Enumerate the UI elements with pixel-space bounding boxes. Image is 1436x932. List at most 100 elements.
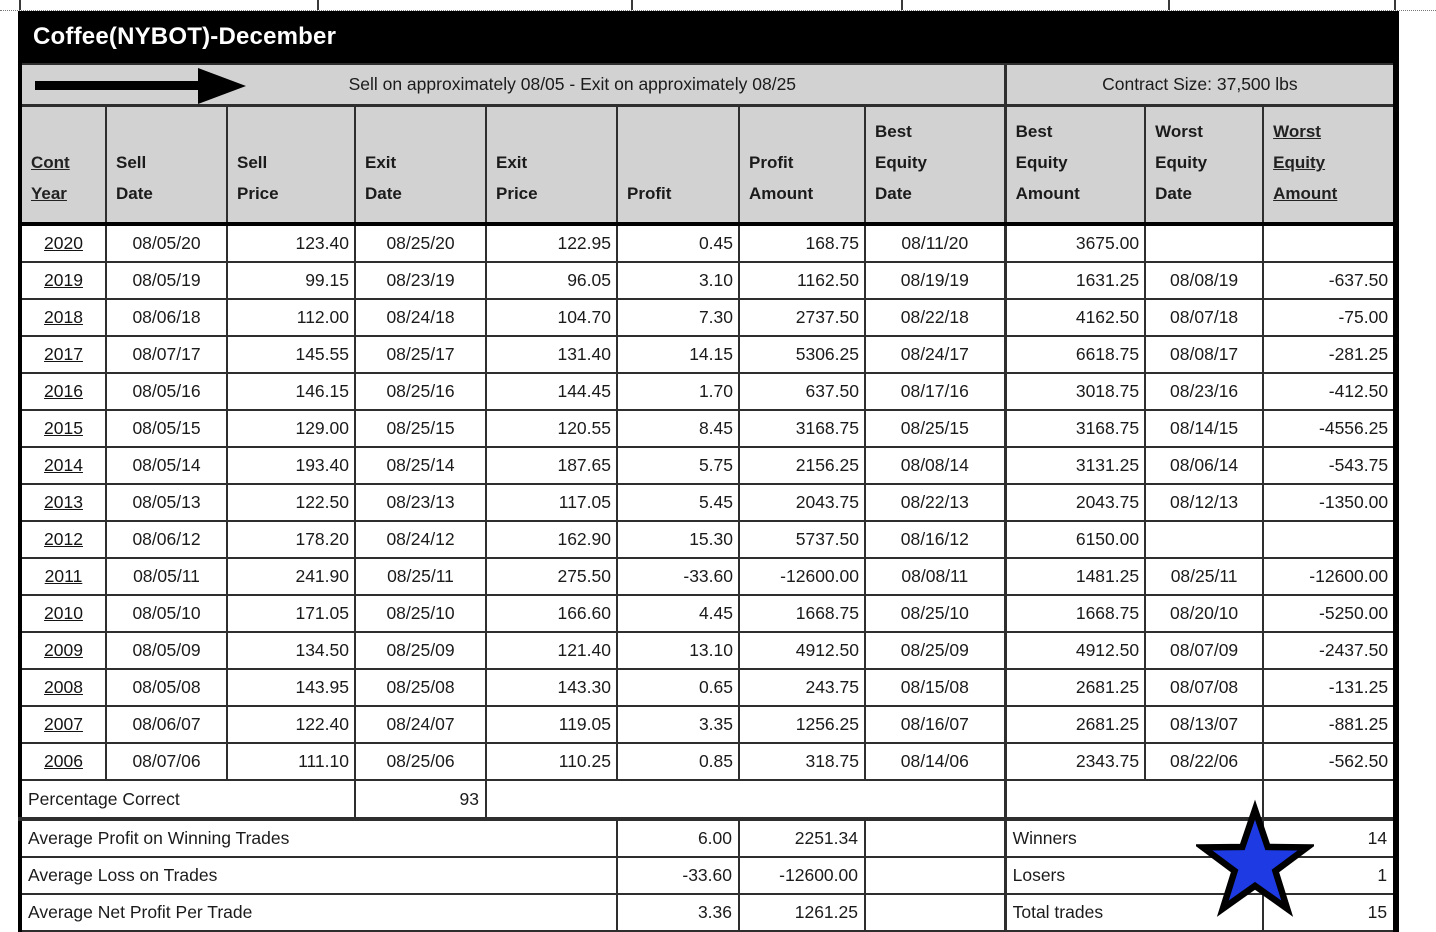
sort-link-cont-year[interactable]: Cont Year [31, 153, 70, 203]
cell: 99.15 [226, 261, 356, 300]
year-link[interactable]: 2013 [44, 492, 83, 512]
cell: 08/14/06 [863, 742, 1007, 781]
cell [1144, 223, 1265, 263]
cell: 08/07/17 [105, 335, 228, 374]
cell: 2737.50 [738, 298, 866, 337]
cell: 08/22/13 [863, 483, 1007, 522]
cell-border [1394, 0, 1396, 10]
percentage-correct-row: Percentage Correct 93 [19, 779, 1398, 821]
cell: 6618.75 [1003, 335, 1147, 374]
empty-cell [863, 856, 1007, 895]
empty-cell [863, 893, 1007, 932]
cell: 0.45 [616, 223, 740, 263]
col-header-worst-equity-date: Worst Equity Date [1144, 104, 1265, 226]
cell: 104.70 [485, 298, 618, 337]
year-link[interactable]: 2018 [44, 307, 83, 327]
cell: 08/25/16 [354, 372, 487, 411]
year-link[interactable]: 2017 [44, 344, 83, 364]
cell: 08/23/16 [1144, 372, 1265, 411]
cell: 3018.75 [1003, 372, 1147, 411]
year-link[interactable]: 2007 [44, 714, 83, 734]
cell: 1668.75 [1003, 594, 1147, 633]
cell: -2437.50 [1262, 631, 1398, 670]
year-link[interactable]: 2020 [44, 233, 83, 253]
sort-link-worst-equity-amount[interactable]: Worst Equity Amount [1273, 122, 1338, 203]
empty-cell [863, 818, 1007, 858]
cell: 08/12/13 [1144, 483, 1265, 522]
cell: 4162.50 [1003, 298, 1147, 337]
cell: 08/24/12 [354, 520, 487, 559]
table-row: 2019 08/05/19 99.15 08/23/19 96.05 3.10 1162.5… [19, 261, 1398, 300]
cell: 143.95 [226, 668, 356, 707]
cell: -33.60 [616, 557, 740, 596]
cell: 1256.25 [738, 705, 866, 744]
cell: 08/05/08 [105, 668, 228, 707]
empty-cell [484, 779, 1007, 821]
cell: 3131.25 [1003, 446, 1147, 485]
year-link[interactable]: 2009 [44, 640, 83, 660]
right-arrow-icon [35, 68, 246, 102]
col-header-exit-date: Exit Date [354, 104, 487, 226]
cell: 166.60 [485, 594, 618, 633]
year-cell: 2012 [19, 520, 107, 559]
table-row: 2010 08/05/10 171.05 08/25/10 166.60 4.45 1668… [19, 594, 1398, 633]
cell: 08/05/19 [105, 261, 228, 300]
cell-border [19, 0, 21, 10]
year-cell: 2013 [19, 483, 107, 522]
col-header-best-equity-date: Best Equity Date [863, 104, 1007, 226]
cell: 3168.75 [738, 409, 866, 448]
cell: 8.45 [616, 409, 740, 448]
year-link[interactable]: 2011 [44, 566, 83, 586]
year-link[interactable]: 2012 [44, 529, 83, 549]
year-link[interactable]: 2008 [44, 677, 83, 697]
cell: 134.50 [226, 631, 356, 670]
year-link[interactable]: 2014 [44, 455, 83, 475]
cell: 08/05/11 [105, 557, 228, 596]
cell: 08/06/14 [1144, 446, 1265, 485]
cell-border [631, 0, 633, 10]
trades-table: Sell on approximately 08/05 - Exit on ap… [18, 63, 1400, 932]
percentage-correct-label: Percentage Correct [19, 779, 356, 821]
year-cell: 2011 [19, 557, 107, 596]
cell: 08/25/11 [354, 557, 487, 596]
cell: -1350.00 [1262, 483, 1398, 522]
cell: 318.75 [738, 742, 866, 781]
cell [1144, 520, 1265, 559]
cell: 08/17/16 [863, 372, 1007, 411]
col-header-worst-equity-amount: Worst Equity Amount [1262, 104, 1398, 226]
cell: 5737.50 [738, 520, 866, 559]
avg-net-row: Average Net Profit Per Trade 3.36 1261.2… [19, 893, 1398, 932]
col-header-profit: Profit [616, 104, 740, 226]
table-row: 2014 08/05/14 193.40 08/25/14 187.65 5.75 2156… [19, 446, 1398, 485]
cell: 08/07/18 [1144, 298, 1265, 337]
cell: 5.45 [616, 483, 740, 522]
year-cell: 2007 [19, 705, 107, 744]
previous-row-fragment [0, 0, 1436, 11]
cell: 15.30 [616, 520, 740, 559]
cell: 1.70 [616, 372, 740, 411]
year-link[interactable]: 2016 [44, 381, 83, 401]
column-header-row: Cont Year Sell Date Sell Price Exit Date… [19, 104, 1398, 226]
col-header-sell-date: Sell Date [105, 104, 228, 226]
year-cell: 2017 [19, 335, 107, 374]
cell: 08/05/16 [105, 372, 228, 411]
year-cell: 2008 [19, 668, 107, 707]
cell: 7.30 [616, 298, 740, 337]
year-link[interactable]: 2019 [44, 270, 83, 290]
cell: 08/07/09 [1144, 631, 1265, 670]
year-link[interactable]: 2010 [44, 603, 83, 623]
table-row: 2015 08/05/15 129.00 08/25/15 120.55 8.45 3168… [19, 409, 1398, 448]
cell: 08/07/08 [1144, 668, 1265, 707]
cell: 2681.25 [1003, 668, 1147, 707]
cell: 123.40 [226, 223, 356, 263]
cell: 129.00 [226, 409, 356, 448]
year-link[interactable]: 2006 [44, 751, 83, 771]
cell: 08/05/15 [105, 409, 228, 448]
cell: 2043.75 [738, 483, 866, 522]
cell: 08/25/09 [354, 631, 487, 670]
cell: 08/15/08 [863, 668, 1007, 707]
cell: 122.95 [485, 223, 618, 263]
cell: 146.15 [226, 372, 356, 411]
cell: 08/05/10 [105, 594, 228, 633]
year-link[interactable]: 2015 [44, 418, 83, 438]
